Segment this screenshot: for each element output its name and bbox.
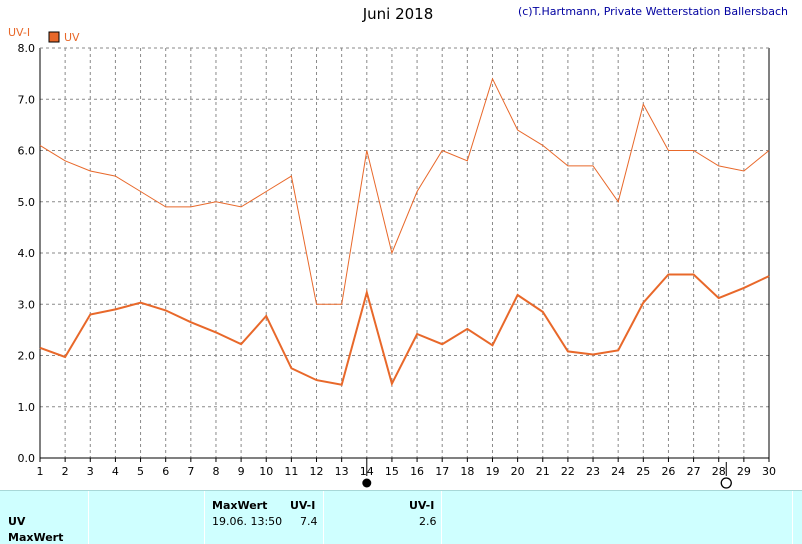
x-tick-label: 25 [636, 465, 650, 478]
x-tick-label: 8 [212, 465, 219, 478]
y-tick-label: 8.0 [18, 42, 36, 55]
x-tick-label: 24 [611, 465, 625, 478]
x-tick-label: 30 [762, 465, 776, 478]
x-tick-label: 1 [37, 465, 44, 478]
y-tick-label: 3.0 [18, 298, 36, 311]
legend-swatch [48, 31, 60, 43]
x-tick-label: 3 [87, 465, 94, 478]
x-tick-label: 9 [238, 465, 245, 478]
y-tick-label: 1.0 [18, 401, 36, 414]
x-tick-label: 23 [586, 465, 600, 478]
y-tick-label: 2.0 [18, 350, 36, 363]
summary-panel: UV MaxWert MaxWert UV-I 19.06. 13:50 7.4… [0, 490, 802, 544]
copyright-text: (c)T.Hartmann, Private Wetterstation Bal… [517, 5, 788, 18]
axes: 0.01.02.03.04.05.06.07.08.01 2 3 4 5 6 7 8 9 10 11… [18, 42, 777, 478]
uv-chart: 0.01.02.03.04.05.06.07.08.01 2 3 4 5 6 7 8 9 10 11… [8, 26, 777, 489]
avg-unit-header: UV-I [409, 499, 435, 512]
y-tick-label: 7.0 [18, 93, 36, 106]
panel-label-column: UV MaxWert [0, 491, 89, 544]
open-circle-marker [720, 477, 732, 489]
panel-max-column: MaxWert UV-I 19.06. 13:50 7.4 [205, 491, 324, 544]
x-tick-label: 6 [162, 465, 169, 478]
series-line-max [39, 77, 770, 305]
max-header: MaxWert [212, 499, 268, 512]
x-tick-label: 5 [137, 465, 144, 478]
x-tick-label: 12 [310, 465, 324, 478]
x-tick-label: 16 [410, 465, 424, 478]
avg-value: 2.6 [419, 515, 437, 528]
x-tick-label: 17 [435, 465, 449, 478]
max-unit-header: UV-I [290, 499, 316, 512]
x-tick-label: 2 [62, 465, 69, 478]
filled-circle-marker [362, 478, 372, 488]
panel-empty-column [89, 491, 205, 544]
x-tick-label: 10 [259, 465, 273, 478]
x-tick-label: 26 [661, 465, 675, 478]
x-tick-label: 18 [460, 465, 474, 478]
legend-label: UV [64, 31, 80, 44]
series-line-mean [39, 273, 770, 387]
x-tick-label: 11 [284, 465, 298, 478]
row-label-uv: UV [8, 515, 26, 528]
chart-title: Juni 2018 [362, 5, 434, 23]
x-tick-label: 13 [335, 465, 349, 478]
x-tick-label: 27 [687, 465, 701, 478]
x-tick-label: 4 [112, 465, 119, 478]
x-tick-label: 29 [737, 465, 751, 478]
x-tick-label: 28 [712, 465, 726, 478]
markers [362, 462, 732, 489]
max-value: 7.4 [300, 515, 318, 528]
y-tick-label: 5.0 [18, 196, 36, 209]
grid [40, 47, 769, 458]
x-tick-label: 19 [485, 465, 499, 478]
y-axis-label: UV-I [8, 26, 30, 39]
x-tick-label: 7 [187, 465, 194, 478]
y-tick-label: 4.0 [18, 247, 36, 260]
max-datetime: 19.06. 13:50 [212, 515, 283, 528]
y-tick-label: 0.0 [18, 452, 36, 465]
x-tick-label: 21 [536, 465, 550, 478]
panel-avg-column: UV-I 2.6 [324, 491, 442, 544]
panel-rest-column [442, 491, 793, 544]
series [39, 77, 770, 387]
x-tick-label: 20 [511, 465, 525, 478]
x-tick-label: 15 [385, 465, 399, 478]
row-label-maxwert: MaxWert [8, 531, 64, 544]
x-tick-label: 22 [561, 465, 575, 478]
y-tick-label: 6.0 [18, 145, 36, 158]
